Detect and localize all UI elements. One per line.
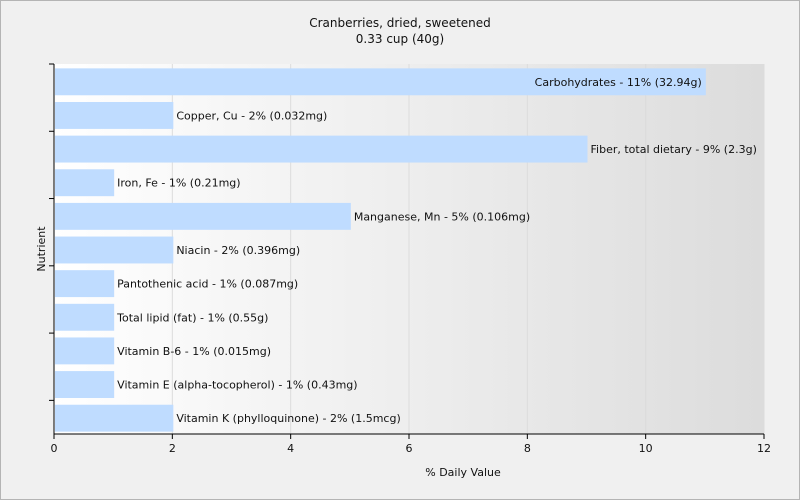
bar [55,102,174,129]
x-tick-label: 6 [406,442,413,455]
bar-label: Pantothenic acid - 1% (0.087mg) [117,278,298,291]
x-tick-label: 4 [287,442,294,455]
bar-label: Niacin - 2% (0.396mg) [176,244,300,257]
bar-label: Copper, Cu - 2% (0.032mg) [176,109,327,122]
x-tick-label: 12 [757,442,771,455]
bar [55,337,115,365]
bar [55,404,174,432]
bar-label: Fiber, total dietary - 9% (2.3g) [591,143,757,156]
x-axis-label: % Daily Value [425,466,501,479]
bar [55,303,115,331]
bar [55,169,115,197]
x-tick-label: 10 [639,442,653,455]
bar-label: Manganese, Mn - 5% (0.106mg) [354,210,530,223]
bar-label: Vitamin B-6 - 1% (0.015mg) [117,345,271,358]
bar [55,236,174,264]
bar [55,202,351,230]
bar [55,68,706,96]
x-tick-label: 2 [169,442,176,455]
bar-label: Total lipid (fat) - 1% (0.55g) [116,311,268,324]
x-tick-label: 8 [524,442,531,455]
bar-label: Carbohydrates - 11% (32.94g) [535,76,702,89]
bar [55,135,588,163]
bar-label: Vitamin E (alpha-tocopherol) - 1% (0.43m… [117,379,357,392]
bar-label: Iron, Fe - 1% (0.21mg) [117,177,240,190]
x-tick-label: 0 [51,442,58,455]
bar-label: Vitamin K (phylloquinone) - 2% (1.5mcg) [176,412,400,425]
y-axis-label: Nutrient [35,226,48,272]
bar [55,371,115,398]
chart-title: Cranberries, dried, sweetened [309,16,491,30]
chart-subtitle: 0.33 cup (40g) [355,32,445,46]
bar [55,270,115,298]
